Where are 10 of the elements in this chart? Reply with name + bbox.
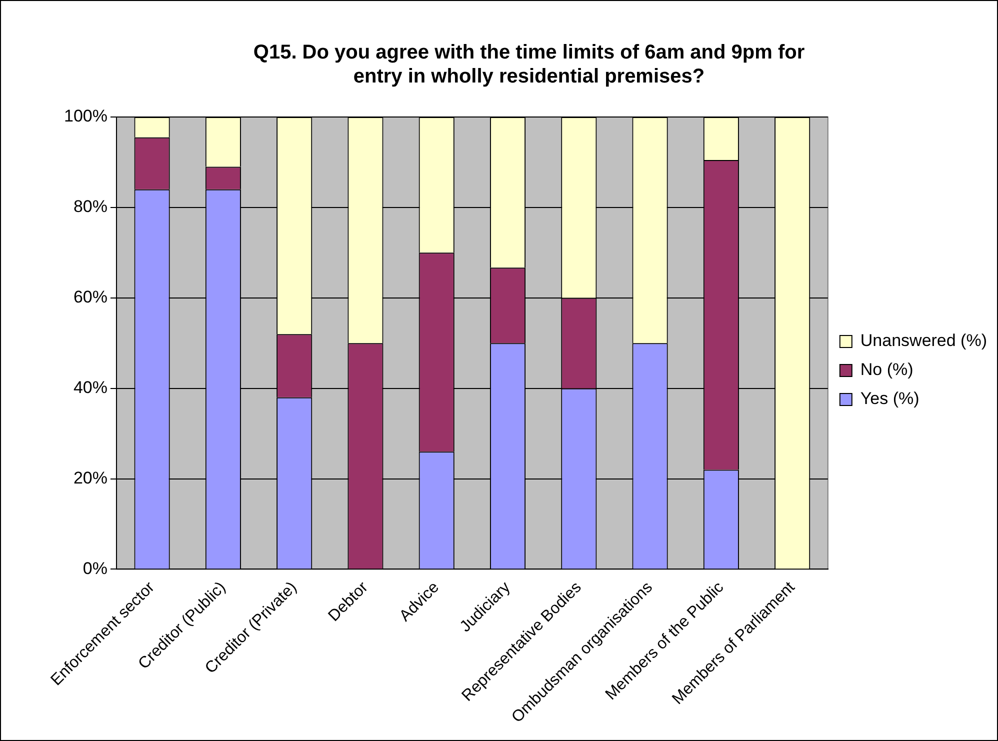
legend-label: No (%)	[860, 360, 914, 380]
y-tick-label: 80%	[73, 197, 108, 216]
y-tick-label: 100%	[64, 106, 108, 126]
y-tick-label: 0%	[82, 558, 108, 578]
chart-title: Q15. Do you agree with the time limits of 6am and 9pm for entry in wholly residential premises?	[253, 42, 805, 88]
legend-label: Yes (%)	[860, 389, 920, 408]
legend-label: Unanswered (%)	[860, 331, 988, 350]
y-tick-label: 20%	[73, 468, 108, 488]
y-tick-label: 40%	[73, 378, 108, 398]
y-tick-label: 60%	[73, 288, 108, 307]
